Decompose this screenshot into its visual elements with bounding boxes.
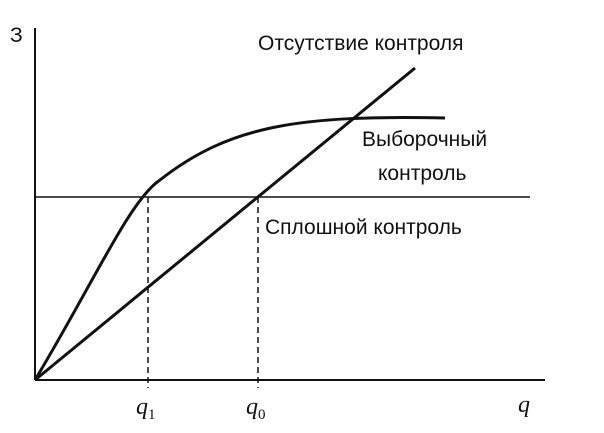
point-sub: 0 [258,407,266,423]
point-text: q [136,394,148,420]
y-axis-label: З [10,24,23,47]
curve-label: Сплошной контроль [265,216,462,239]
curve-label: контроль [378,162,466,185]
curve-label: Отсутствие контроля [258,32,463,55]
shapes [33,28,545,388]
curve-label: Выборочный [362,128,487,151]
point-label: q0 [246,394,266,423]
sample-control-curve [33,116,446,381]
point-sub: 1 [148,407,156,423]
x-axis-label: q [518,392,530,418]
point-label: q1 [136,394,156,423]
point-text: q [246,394,258,420]
